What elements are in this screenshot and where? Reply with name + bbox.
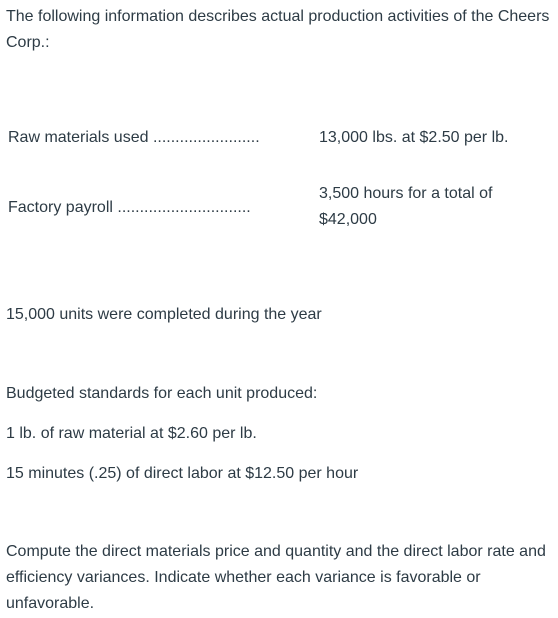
standard-labor-line: 15 minutes (.25) of direct labor at $12.… [6,465,359,482]
factory-payroll-value: 3,500 hours for a total of $42,000 [319,185,493,228]
factory-payroll-label: Factory payroll ........................… [8,199,251,216]
units-completed-text: 15,000 units were completed during the y… [6,306,322,323]
raw-materials-label: Raw materials used .....................… [8,129,260,146]
standards-heading: Budgeted standards for each unit produce… [6,385,318,402]
standard-material-line: 1 lb. of raw material at $2.60 per lb. [6,425,257,442]
raw-materials-value: 13,000 lbs. at $2.50 per lb. [319,129,509,146]
instructions-text: Compute the direct materials price and q… [6,543,546,612]
intro-text: The following information describes actu… [6,8,550,51]
